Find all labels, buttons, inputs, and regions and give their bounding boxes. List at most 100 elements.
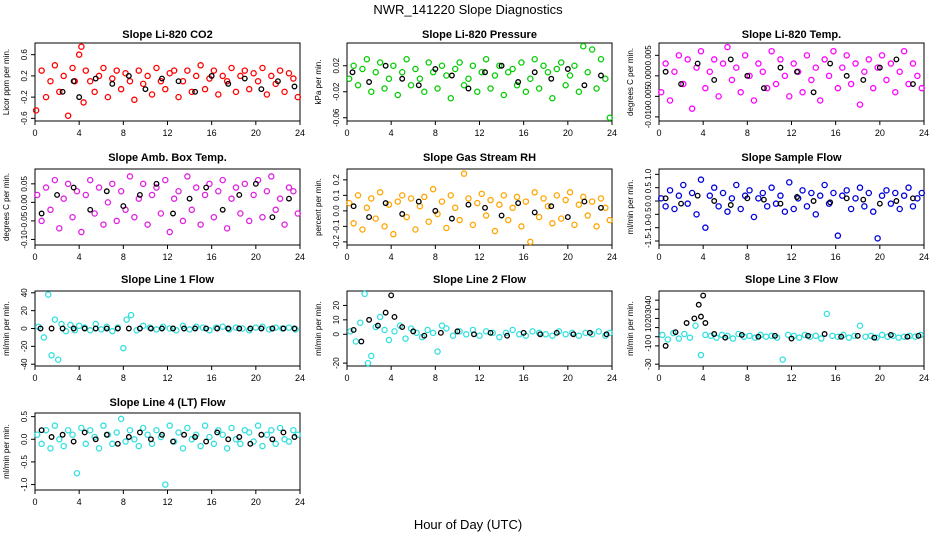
data-point [562, 82, 569, 89]
data-point [456, 59, 463, 66]
data-point [549, 95, 556, 102]
data-point [496, 201, 503, 208]
data-point [38, 67, 45, 74]
x-tick-label: 0 [344, 128, 349, 138]
x-tick-label: 20 [251, 373, 261, 383]
data-point [535, 85, 543, 92]
data-point [188, 88, 196, 96]
data-point-black [38, 427, 45, 434]
data-point [345, 75, 353, 83]
data-point [830, 189, 837, 197]
data-point [153, 184, 160, 191]
x-tick-label: 16 [207, 373, 217, 383]
data-point [259, 442, 266, 450]
data-point-black [125, 72, 132, 79]
data-point [170, 67, 178, 74]
data-point [254, 422, 262, 429]
data-point [403, 56, 410, 63]
data-point-black [170, 325, 176, 332]
data-point-black [382, 200, 389, 207]
data-point [381, 85, 388, 92]
data-point-black [280, 325, 287, 332]
x-tick-label: 8 [745, 252, 750, 262]
chart-panel: Slope Li-820 Temp. 0 4 8 12 16 20 24 -0.010-0.00… [626, 29, 929, 138]
data-point-black [70, 438, 77, 445]
data-point [184, 67, 191, 74]
x-tick-label: 4 [77, 497, 82, 507]
chart-title: Slope Li-820 Temp. [742, 29, 841, 41]
data-point [588, 46, 596, 53]
y-tick-label: -0.2 [332, 234, 341, 248]
data-point [759, 189, 767, 197]
data-point [281, 221, 288, 228]
data-point [549, 220, 556, 227]
data-point [584, 69, 591, 76]
data-point [265, 326, 273, 333]
data-point-black [258, 86, 265, 93]
y-tick-label: 20 [332, 300, 341, 309]
data-point-black [175, 78, 182, 85]
data-point [390, 230, 397, 238]
data-point-black [274, 78, 281, 85]
y-tick-label: 0.0 [20, 433, 29, 445]
data-point [456, 216, 463, 224]
data-point [78, 228, 85, 236]
data-point [489, 329, 496, 337]
data-point-black [38, 210, 45, 217]
data-point-black [454, 328, 461, 335]
data-point [449, 332, 457, 339]
chart-title: Slope Li-820 CO2 [122, 29, 212, 41]
data-point [223, 445, 231, 452]
data-point [478, 69, 485, 76]
y-tick-label: -30 [644, 358, 653, 370]
y-tick-label: -1.0 [20, 477, 29, 491]
data-point [294, 93, 302, 101]
data-point [504, 216, 512, 224]
data-point [117, 187, 125, 195]
data-point [763, 203, 771, 210]
x-tick-label: 24 [295, 373, 305, 383]
y-tick-label: -20 [332, 357, 341, 369]
data-point [100, 422, 107, 429]
data-point-black [482, 204, 488, 211]
data-point [518, 59, 525, 66]
data-point [60, 442, 67, 450]
data-point [575, 88, 583, 96]
data-point [398, 192, 406, 199]
data-point [542, 331, 550, 338]
y-tick-label: 0 [20, 326, 29, 331]
data-point [553, 65, 561, 73]
chart-title: Slope Line 1 Flow [121, 274, 214, 286]
data-point [460, 82, 468, 89]
data-point [148, 191, 156, 199]
data-point [153, 326, 160, 333]
y-tick-label: -0.005 [644, 84, 653, 107]
data-point-black [437, 329, 444, 336]
data-point [777, 56, 784, 63]
data-point [228, 64, 235, 72]
data-point [447, 95, 455, 102]
data-point-black [225, 436, 232, 443]
data-point-black [698, 313, 704, 320]
data-point-black [415, 82, 422, 89]
data-point [562, 196, 569, 204]
data-point [474, 88, 481, 96]
x-tick-label: 4 [389, 128, 394, 138]
x-tick-label: 24 [607, 373, 617, 383]
x-tick-label: 4 [389, 252, 394, 262]
data-point [407, 82, 415, 89]
y-axis-label: ml/min per min. [2, 424, 11, 479]
data-point-black [103, 325, 110, 332]
x-tick-label: 4 [77, 128, 82, 138]
data-point-black [350, 203, 357, 210]
data-point-black [694, 60, 701, 67]
data-point [64, 426, 72, 434]
data-point-black [225, 80, 232, 87]
data-point-black [269, 214, 276, 221]
data-point-black [153, 180, 160, 187]
x-tick-label: 24 [607, 252, 617, 262]
data-point [126, 173, 134, 180]
x-tick-label: 0 [656, 252, 661, 262]
data-point [60, 195, 67, 202]
